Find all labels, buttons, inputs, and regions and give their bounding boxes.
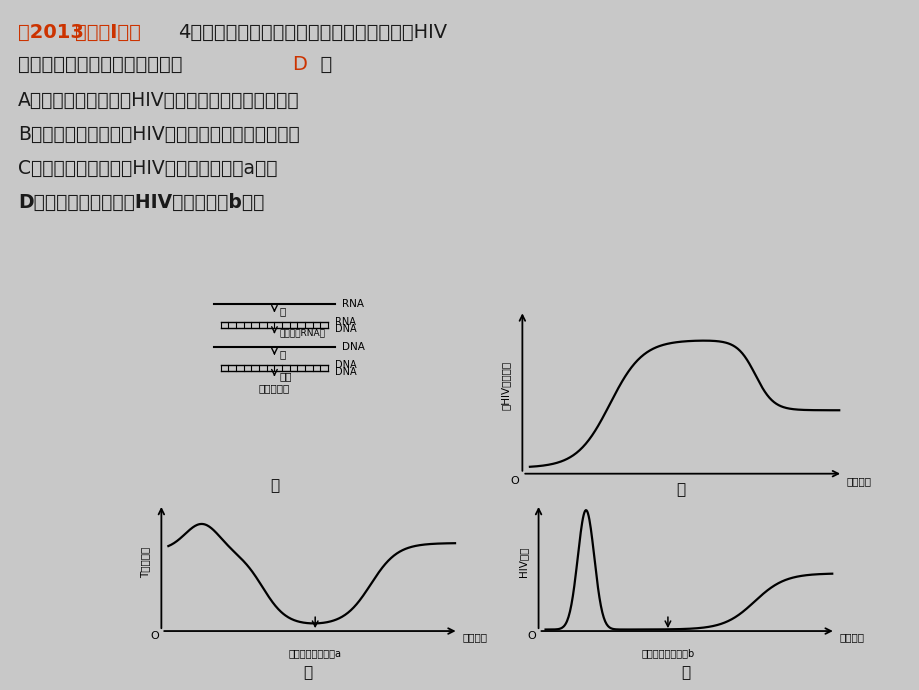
Text: C．从图丙可以推测，HIV可能对实验药物a敏感: C．从图丙可以推测，HIV可能对实验药物a敏感 — [18, 159, 278, 178]
Text: A．从图甲可以看出，HIV感染过程中存在逆转录现象: A．从图甲可以看出，HIV感染过程中存在逆转录现象 — [18, 91, 300, 110]
Text: T细胞数量: T细胞数量 — [141, 546, 151, 578]
Text: DNA: DNA — [335, 324, 357, 334]
Text: 感染加入实验药物a: 感染加入实验药物a — [289, 648, 341, 658]
Text: 酶: 酶 — [279, 306, 286, 316]
Text: 感染时间: 感染时间 — [461, 632, 486, 642]
Text: 新课标Ⅰ卷）: 新课标Ⅰ卷） — [75, 23, 141, 42]
Text: O: O — [150, 631, 159, 642]
Text: 酶（降解RNA）: 酶（降解RNA） — [279, 328, 325, 337]
Text: 丁: 丁 — [680, 664, 689, 680]
Text: RNA: RNA — [335, 317, 356, 327]
Text: B．从图乙可以看出，HIV侵入后机体能产生体液免疫: B．从图乙可以看出，HIV侵入后机体能产生体液免疫 — [18, 126, 300, 144]
Text: O: O — [510, 475, 518, 486]
Text: 整合: 整合 — [279, 371, 291, 381]
Text: 丙: 丙 — [303, 664, 312, 680]
Text: DNA: DNA — [335, 359, 357, 370]
Text: DNA: DNA — [335, 367, 357, 377]
Text: （2013: （2013 — [18, 23, 84, 42]
Text: 感染时间: 感染时间 — [838, 632, 863, 642]
Text: 感染加入实验药物b: 感染加入实验药物b — [641, 648, 694, 658]
Text: 感染时间: 感染时间 — [845, 477, 871, 486]
Text: DNA: DNA — [341, 342, 364, 352]
Text: HIV浓度: HIV浓度 — [517, 547, 528, 578]
Text: 乙: 乙 — [675, 482, 685, 497]
Text: D: D — [291, 55, 307, 74]
Text: O: O — [527, 631, 536, 642]
Text: ）: ） — [308, 55, 332, 74]
Text: D．从图丁可以看出，HIV对实验药物b敏感: D．从图丁可以看出，HIV对实验药物b敏感 — [18, 193, 264, 213]
Text: 抗HIV抗体水平: 抗HIV抗体水平 — [500, 361, 510, 410]
Text: RNA: RNA — [341, 299, 363, 309]
Text: 后的情况。下列叙述错误的是（: 后的情况。下列叙述错误的是（ — [18, 55, 182, 74]
Text: 4．示意图甲、乙、丙、丁为某实验动物感染HIV: 4．示意图甲、乙、丙、丁为某实验动物感染HIV — [177, 23, 447, 42]
Text: 酶: 酶 — [279, 349, 286, 359]
Text: 甲: 甲 — [269, 477, 278, 493]
Text: 宿主染色体: 宿主染色体 — [258, 384, 289, 393]
